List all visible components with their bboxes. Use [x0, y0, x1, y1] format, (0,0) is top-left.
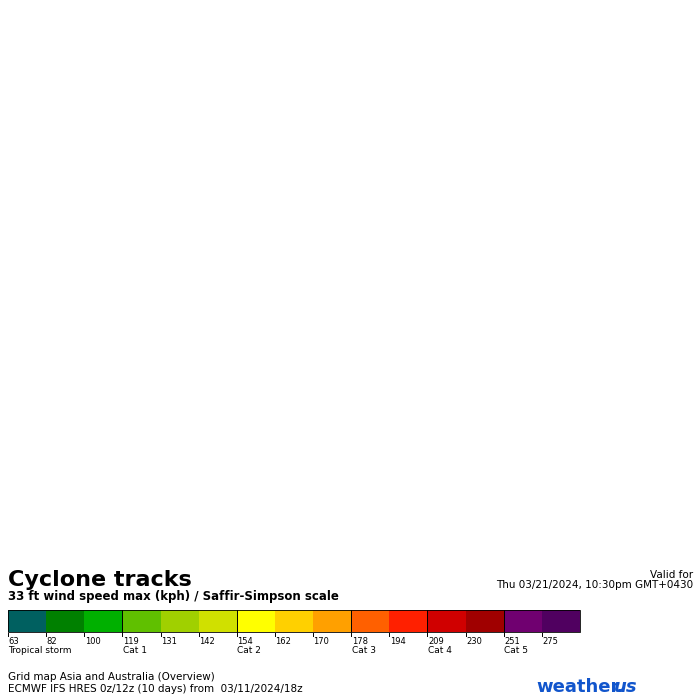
Text: 251: 251: [504, 637, 520, 646]
Text: 178: 178: [351, 637, 368, 646]
Text: 63: 63: [8, 637, 20, 646]
Bar: [237, 610, 275, 632]
Bar: [84, 610, 122, 632]
Text: Cyclone tracks: Cyclone tracks: [8, 570, 192, 590]
Text: This service is based on data and products of the European Centre for Medium-ran: This service is based on data and produc…: [4, 8, 441, 16]
Text: 100: 100: [85, 637, 101, 646]
Text: 209: 209: [428, 637, 444, 646]
Bar: [466, 610, 504, 632]
Text: 170: 170: [314, 637, 330, 646]
Text: 119: 119: [123, 637, 139, 646]
Text: 230: 230: [466, 637, 482, 646]
Bar: [428, 610, 466, 632]
Text: 142: 142: [199, 637, 215, 646]
Text: Cat 1: Cat 1: [123, 646, 147, 655]
Text: us: us: [614, 678, 638, 696]
Text: Valid for: Valid for: [650, 570, 693, 580]
Text: 275: 275: [542, 637, 558, 646]
Bar: [8, 610, 46, 632]
Bar: [542, 610, 580, 632]
Text: weather.: weather.: [536, 678, 624, 696]
Bar: [160, 610, 199, 632]
Text: 131: 131: [161, 637, 177, 646]
Text: Grid map Asia and Australia (Overview): Grid map Asia and Australia (Overview): [8, 672, 215, 682]
Bar: [199, 610, 237, 632]
Bar: [313, 610, 351, 632]
Bar: [122, 610, 160, 632]
Text: Cat 5: Cat 5: [504, 646, 528, 655]
Text: Tropical storm: Tropical storm: [8, 646, 72, 655]
Text: 194: 194: [390, 637, 405, 646]
Bar: [46, 610, 84, 632]
Bar: [351, 610, 389, 632]
Text: Cat 3: Cat 3: [351, 646, 376, 655]
Text: Map requires cartopy: Map requires cartopy: [276, 288, 424, 302]
Text: 33 ft wind speed max (kph) / Saffir-Simpson scale: 33 ft wind speed max (kph) / Saffir-Simp…: [8, 590, 339, 603]
Bar: [504, 610, 542, 632]
Text: Thu 03/21/2024, 10:30pm GMT+0430: Thu 03/21/2024, 10:30pm GMT+0430: [496, 580, 693, 590]
Text: 162: 162: [275, 637, 291, 646]
Text: 82: 82: [47, 637, 57, 646]
Text: ECMWF IFS HRES 0z/12z (10 days) from  03/11/2024/18z: ECMWF IFS HRES 0z/12z (10 days) from 03/…: [8, 684, 302, 694]
Text: 154: 154: [237, 637, 253, 646]
Bar: [389, 610, 428, 632]
Bar: [8, 610, 580, 632]
Text: Cat 2: Cat 2: [237, 646, 261, 655]
Bar: [275, 610, 313, 632]
Text: Cat 4: Cat 4: [428, 646, 452, 655]
